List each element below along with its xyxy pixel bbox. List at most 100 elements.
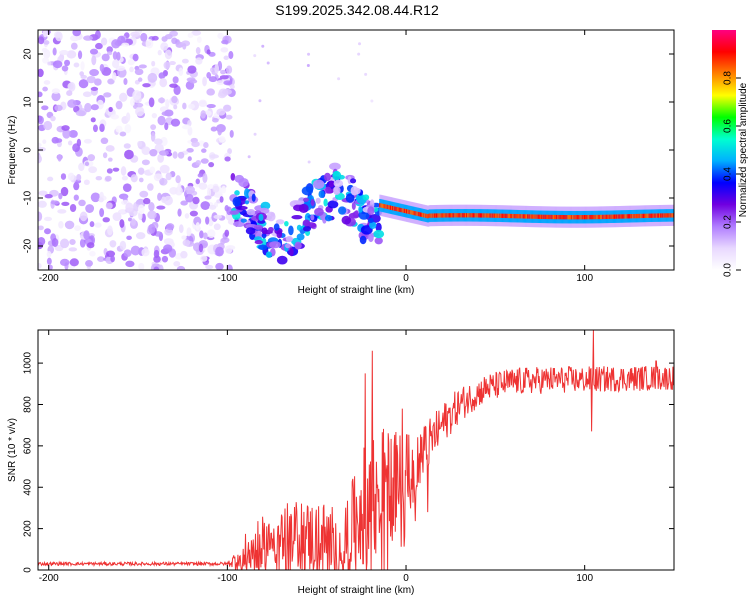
spectrogram-noise-cell [156, 205, 166, 210]
spectrogram-noise-cell [135, 200, 142, 205]
spectrogram-noise-cell [209, 154, 220, 159]
spectrogram-noise-cell [134, 102, 144, 108]
spectrogram-noise-cell [83, 179, 90, 186]
spectrogram-noise-cell [224, 229, 230, 237]
spectrogram-noise-cell [76, 173, 82, 181]
spectrogram-noise-cell [200, 110, 206, 119]
spectrogram-noise-cell [186, 147, 194, 153]
carrier-core-cell [387, 205, 390, 210]
spectrogram-noise-cell [38, 142, 42, 148]
carrier-core-cell [500, 213, 503, 218]
carrier-core-cell [484, 213, 487, 218]
spectrogram-noise-cell [195, 57, 203, 65]
spectrogram-noise-cell [130, 245, 141, 256]
carrier-core-cell [525, 214, 528, 219]
carrier-core-cell [421, 212, 424, 217]
carrier-core-cell [445, 213, 448, 218]
spectrogram-noise-cell [219, 196, 224, 203]
spectrogram-noise-cell [181, 124, 191, 130]
carrier-core-cell [456, 213, 459, 218]
spectrogram-signal-cell [254, 239, 263, 245]
spectrogram-noise-cell [94, 222, 102, 228]
spectrogram-noise-cell [306, 64, 310, 68]
colorbar: 0.0 0.2 0.4 0.6 0.8 Normalized spectral ampl… [712, 30, 749, 277]
carrier-core-cell [661, 213, 664, 218]
spectrogram-noise-cell [164, 49, 173, 60]
carrier-core-cell [423, 213, 426, 218]
spectrogram-noise-cell [213, 214, 222, 219]
carrier-core-cell [556, 214, 559, 220]
spectrogram-noise-cell [105, 250, 116, 258]
carrier-core-cell [493, 213, 496, 218]
spectrogram-noise-cell [68, 130, 78, 138]
spectrogram-noise-cell [112, 51, 118, 60]
carrier-core-cell [589, 214, 592, 220]
carrier-core-cell [483, 213, 486, 218]
x-tick-label: 100 [576, 573, 593, 584]
x-tick-label: -100 [217, 273, 237, 284]
carrier-core-cell [653, 213, 656, 218]
spectrogram-noise-cell [58, 192, 63, 200]
carrier-core-cell [404, 208, 407, 214]
carrier-core-cell [396, 206, 399, 212]
spectrogram-noise-cell [121, 42, 130, 47]
spectrogram-noise-cell [55, 138, 63, 143]
spectrogram-noise-cell [140, 32, 148, 42]
carrier-core-cell [574, 215, 577, 220]
carrier-core-cell [555, 214, 558, 220]
carrier-core-cell [412, 210, 415, 215]
spectrogram-noise-cell [43, 40, 50, 45]
carrier-core-cell [613, 214, 616, 219]
spectrogram-signal-cell [303, 197, 309, 202]
x-tick-label: -200 [39, 273, 59, 284]
carrier-core-cell [605, 214, 608, 220]
carrier-core-cell [619, 214, 622, 219]
carrier-core-cell [665, 213, 668, 218]
spectrogram-noise-cell [164, 122, 169, 131]
carrier-core-cell [626, 214, 629, 219]
spectrogram-noise-cell [141, 159, 150, 166]
carrier-core-cell [594, 214, 597, 220]
carrier-core-cell [578, 215, 581, 220]
spectrogram-noise-cell [258, 99, 262, 103]
carrier-core-cell [645, 213, 648, 219]
spectrogram-noise-cell [73, 182, 80, 191]
carrier-core-cell [533, 214, 536, 219]
spectrogram-noise-cell [171, 95, 178, 104]
spectrogram-noise-cell [119, 131, 127, 137]
spectrogram-noise-cell [73, 194, 79, 201]
spectrogram-noise-cell [79, 211, 88, 222]
carrier-core-cell [452, 213, 455, 218]
carrier-core-cell [498, 213, 501, 218]
colorbar-tick-label: 0.6 [723, 119, 734, 133]
spectrogram-noise-cell [165, 172, 172, 181]
carrier-core-cell [462, 213, 465, 218]
spectrogram-signal-cell [369, 221, 377, 230]
spectrogram-noise-cell [128, 217, 133, 222]
carrier-core-cell [426, 213, 429, 219]
carrier-core-cell [422, 212, 425, 218]
spectrogram-noise-cell [222, 88, 232, 95]
carrier-core-cell [469, 213, 472, 218]
carrier-core-cell [475, 213, 478, 218]
carrier-core-cell [632, 214, 635, 219]
spectrogram-noise-cell [119, 240, 127, 251]
carrier-core-cell [436, 213, 439, 218]
spectrogram-x-label: Height of straight line (km) [298, 285, 415, 296]
spectrogram-noise-cell [229, 129, 234, 138]
spectrogram-noise-cell [226, 65, 233, 74]
carrier-core-cell [620, 214, 623, 219]
spectrogram-noise-cell [214, 63, 220, 74]
spectrogram-noise-cell [163, 61, 171, 70]
spectrogram-noise-cell [93, 78, 102, 86]
spectrogram-noise-cell [119, 209, 126, 215]
carrier-core-cell [617, 214, 620, 219]
carrier-core-cell [460, 213, 463, 218]
carrier-core-cell [501, 213, 504, 218]
spectrogram-signal-cell [329, 162, 341, 171]
carrier-core-cell [482, 213, 485, 218]
spectrogram-noise-cell [98, 197, 104, 203]
carrier-core-cell [635, 213, 638, 219]
spectrogram-noise-cell [147, 183, 154, 191]
snr-series-line [38, 330, 674, 570]
